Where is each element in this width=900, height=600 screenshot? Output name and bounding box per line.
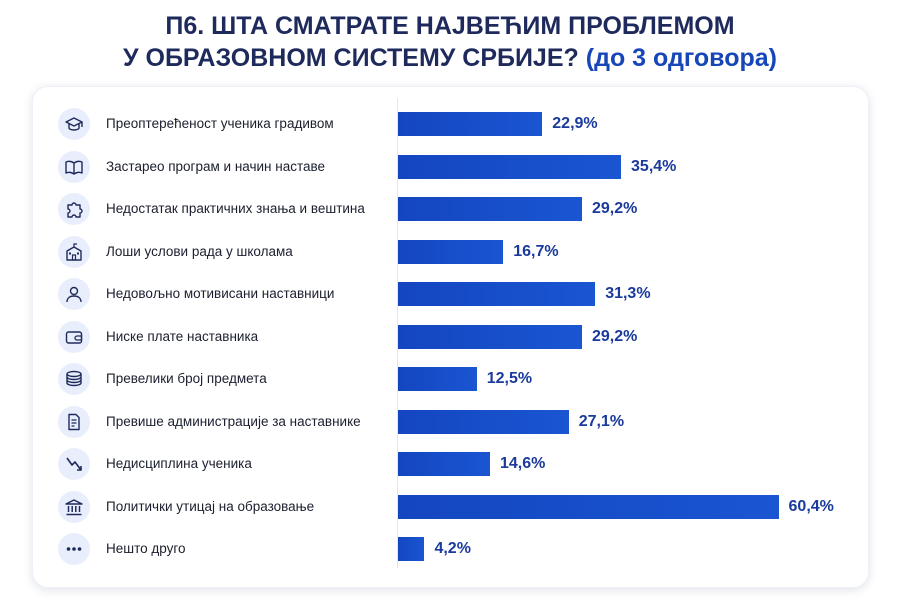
value-label: 27,1% <box>578 412 625 430</box>
bar <box>398 537 425 561</box>
value-label: 16,7% <box>513 242 559 260</box>
bar <box>398 452 490 476</box>
title-note: (до 3 одговора) <box>585 44 777 72</box>
bar <box>398 282 596 306</box>
bar <box>398 409 569 434</box>
category-label: Застарео програм и начин наставе <box>106 158 326 174</box>
document-icon <box>58 405 90 438</box>
person-icon <box>58 278 90 310</box>
category-label: Превише администрације за наставнике <box>106 413 361 429</box>
value-label: 29,2% <box>591 327 638 345</box>
title-line-2-text: У ОБРАЗОВНОМ СИСТЕМУ СРБИЈЕ? <box>123 44 579 72</box>
book-icon <box>58 150 90 183</box>
category-label: Превелики број предмета <box>106 371 267 386</box>
institution-icon <box>58 490 90 523</box>
bar-row: Ниске плате наставника 29,2% <box>0 317 900 357</box>
bar-row: Превелики број предмета 12,5% <box>0 359 900 399</box>
bar-row: Лоши услови рада у школама 16,7% <box>0 232 900 272</box>
graduation-cap-icon <box>58 108 90 140</box>
trend-down-icon <box>58 448 90 480</box>
title-line-1: П6. ШТА СМАТРАТЕ НАЈВЕЋИМ ПРОБЛЕМОМ <box>165 12 735 40</box>
category-label: Нешто друго <box>106 541 186 556</box>
stack-icon <box>58 363 90 395</box>
wallet-icon <box>58 320 90 353</box>
bar-row: Превише администрације за наставнике 27,1… <box>0 402 900 442</box>
bar-row: Недовољно мотивисани наставници 31,3% <box>0 274 900 314</box>
bar <box>398 154 622 179</box>
category-label: Ниске плате наставника <box>106 328 259 344</box>
category-label: Недисциплина ученика <box>106 456 252 471</box>
more-dots-icon <box>58 533 90 565</box>
bar <box>398 239 504 264</box>
value-label: 31,3% <box>605 285 651 302</box>
category-label: Политички утицај на образовање <box>106 498 315 514</box>
value-label: 22,9% <box>552 115 598 132</box>
value-label: 60,4% <box>788 497 834 515</box>
title-line-2: У ОБРАЗОВНОМ СИСТЕМУ СРБИЈЕ? (до 3 одгов… <box>0 42 900 74</box>
bar-row: Преоптерећеност ученика градивом 22,9% <box>0 104 900 144</box>
bar-row: Нешто друго 4,2% <box>0 529 900 569</box>
bar <box>398 367 477 391</box>
category-label: Недовољно мотивисани наставници <box>106 286 335 301</box>
value-label: 4,2% <box>434 540 471 557</box>
category-label: Лоши услови рада у школама <box>106 243 293 259</box>
value-label: 29,2% <box>591 200 638 217</box>
category-label: Недостатак практичних знања и вештина <box>106 201 365 216</box>
puzzle-icon <box>58 193 90 225</box>
value-label: 14,6% <box>499 455 546 472</box>
bar <box>398 494 779 519</box>
bar-row: Политички утицај на образовање 60,4% <box>0 487 900 527</box>
bar-row: Застарео програм и начин наставе 35,4% <box>0 147 900 187</box>
bar <box>398 324 582 349</box>
bar <box>398 197 582 221</box>
school-building-icon <box>58 235 90 268</box>
bar-row: Недостатак практичних знања и вештина 29,… <box>0 189 900 229</box>
value-label: 12,5% <box>486 370 533 387</box>
axis-divider <box>397 98 398 568</box>
category-label: Преоптерећеност ученика градивом <box>106 116 334 131</box>
bar-row: Недисциплина ученика 14,6% <box>0 444 900 484</box>
value-label: 35,4% <box>631 157 677 175</box>
chart-title: П6. ШТА СМАТРАТЕ НАЈВЕЋИМ ПРОБЛЕМОМ У ОБ… <box>0 10 900 74</box>
bar <box>398 112 543 136</box>
